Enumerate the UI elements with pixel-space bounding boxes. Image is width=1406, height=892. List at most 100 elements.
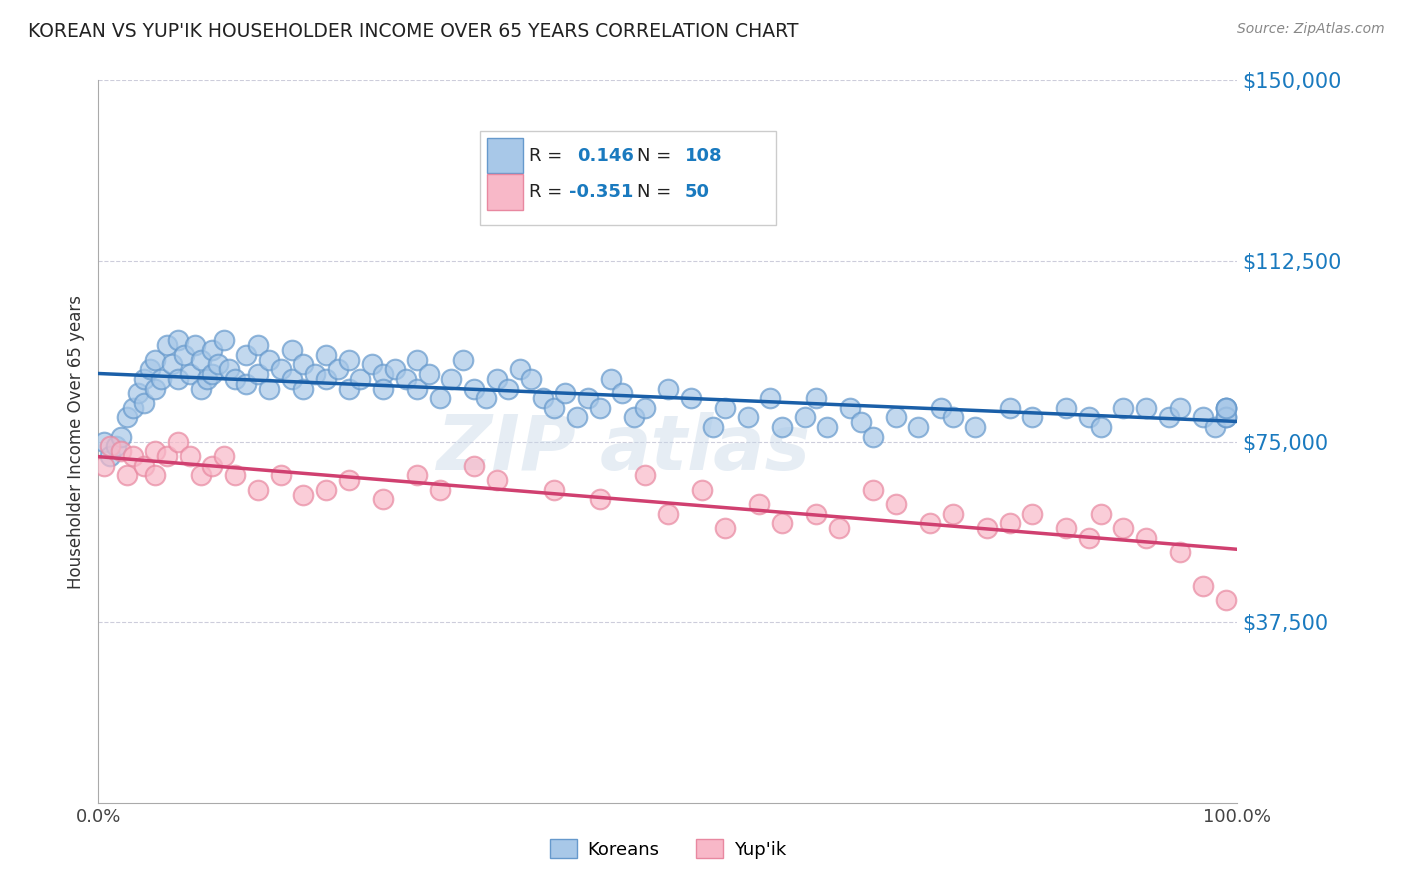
Point	[184, 338, 207, 352]
Text: Source: ZipAtlas.com: Source: ZipAtlas.com	[1237, 22, 1385, 37]
Point	[998, 401, 1021, 415]
Point	[815, 420, 838, 434]
Text: R =: R =	[529, 183, 568, 201]
Point	[93, 458, 115, 473]
Point	[657, 382, 679, 396]
Point	[1215, 401, 1237, 415]
Point	[212, 334, 235, 348]
Point	[218, 362, 240, 376]
Point	[384, 362, 406, 376]
Point	[600, 372, 623, 386]
Point	[246, 483, 269, 497]
Point	[93, 434, 115, 449]
Point	[1215, 401, 1237, 415]
Text: 108: 108	[685, 147, 723, 165]
Point	[1135, 401, 1157, 415]
Text: N =: N =	[637, 183, 678, 201]
Point	[690, 483, 713, 497]
Point	[543, 483, 565, 497]
Point	[201, 343, 224, 357]
Point	[167, 334, 190, 348]
Point	[543, 401, 565, 415]
Point	[884, 497, 907, 511]
Point	[292, 382, 315, 396]
Point	[110, 444, 132, 458]
Text: -0.351: -0.351	[569, 183, 633, 201]
Point	[509, 362, 531, 376]
Point	[429, 483, 451, 497]
Point	[281, 372, 304, 386]
Point	[371, 367, 394, 381]
Point	[1215, 593, 1237, 607]
Point	[315, 348, 337, 362]
Point	[588, 492, 610, 507]
Point	[127, 386, 149, 401]
Point	[531, 391, 554, 405]
Point	[349, 372, 371, 386]
Point	[406, 382, 429, 396]
Point	[190, 352, 212, 367]
Point	[156, 338, 179, 352]
Point	[167, 434, 190, 449]
Point	[702, 420, 724, 434]
Point	[1157, 410, 1180, 425]
Point	[132, 458, 155, 473]
Text: ZIP: ZIP	[437, 412, 576, 486]
Point	[212, 449, 235, 463]
Point	[201, 367, 224, 381]
Point	[201, 458, 224, 473]
Point	[315, 483, 337, 497]
Point	[270, 362, 292, 376]
Point	[565, 410, 588, 425]
Point	[121, 449, 143, 463]
Point	[326, 362, 349, 376]
Point	[657, 507, 679, 521]
Text: KOREAN VS YUP'IK HOUSEHOLDER INCOME OVER 65 YEARS CORRELATION CHART: KOREAN VS YUP'IK HOUSEHOLDER INCOME OVER…	[28, 22, 799, 41]
Point	[406, 468, 429, 483]
Point	[520, 372, 543, 386]
Point	[145, 468, 167, 483]
Point	[1170, 401, 1192, 415]
Point	[179, 367, 201, 381]
Point	[942, 410, 965, 425]
Point	[862, 430, 884, 444]
Point	[576, 391, 599, 405]
Point	[463, 382, 485, 396]
Point	[281, 343, 304, 357]
Point	[104, 439, 127, 453]
Point	[292, 358, 315, 372]
Point	[132, 372, 155, 386]
Point	[406, 352, 429, 367]
Point	[207, 358, 229, 372]
Point	[942, 507, 965, 521]
Text: 50: 50	[685, 183, 710, 201]
Point	[714, 401, 737, 415]
Point	[623, 410, 645, 425]
Point	[1090, 507, 1112, 521]
Point	[418, 367, 440, 381]
Point	[793, 410, 815, 425]
Point	[337, 473, 360, 487]
Point	[451, 352, 474, 367]
Point	[337, 382, 360, 396]
Point	[304, 367, 326, 381]
Point	[429, 391, 451, 405]
Point	[1112, 401, 1135, 415]
Point	[195, 372, 218, 386]
Point	[804, 391, 827, 405]
Point	[224, 468, 246, 483]
Text: N =: N =	[637, 147, 678, 165]
Point	[1215, 401, 1237, 415]
Point	[190, 468, 212, 483]
Point	[121, 401, 143, 415]
Point	[588, 401, 610, 415]
Point	[1170, 545, 1192, 559]
Point	[1192, 410, 1215, 425]
Point	[235, 348, 257, 362]
Point	[1135, 531, 1157, 545]
Text: R =: R =	[529, 147, 568, 165]
Point	[1078, 531, 1101, 545]
Point	[976, 521, 998, 535]
Point	[554, 386, 576, 401]
Text: atlas: atlas	[599, 412, 811, 486]
